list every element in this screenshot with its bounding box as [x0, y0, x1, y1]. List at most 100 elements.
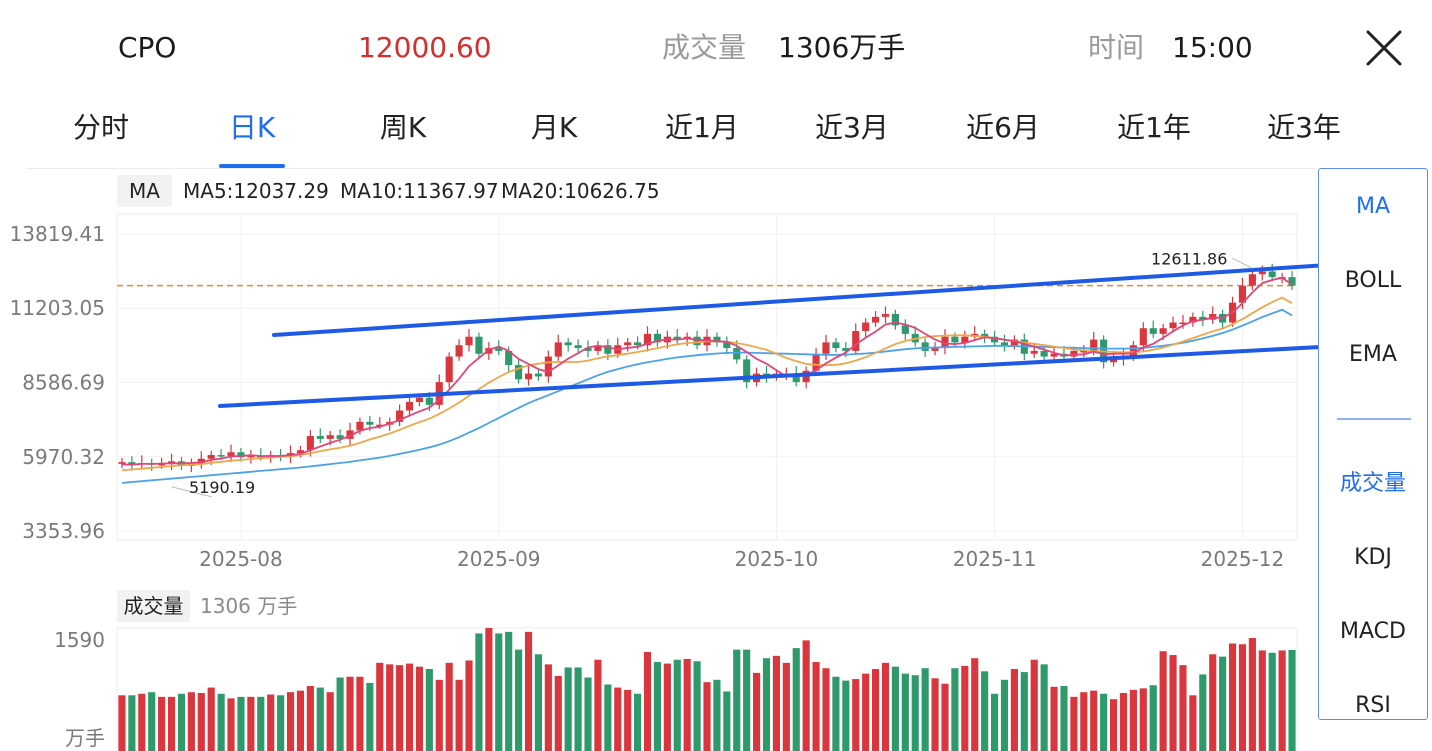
candle-body — [872, 316, 880, 323]
time-value: 15:00 — [1172, 31, 1253, 64]
candle-body — [862, 322, 870, 332]
high-value-label: 12611.86 — [1151, 249, 1227, 268]
volume-bar — [673, 659, 681, 751]
tab-month-k[interactable]: 月K — [530, 111, 578, 144]
volume-bar — [1199, 674, 1207, 751]
volume-bar — [951, 668, 959, 751]
close-icon — [1366, 30, 1402, 66]
ma10-legend: MA10:11367.97 — [340, 179, 499, 203]
candle-body — [554, 342, 562, 357]
volume-bar — [852, 679, 860, 751]
volume-bar — [961, 665, 969, 751]
volume-bar — [931, 678, 939, 751]
candle-body — [425, 397, 433, 405]
candle-body — [1268, 271, 1276, 278]
volume-badge: 成交量 — [117, 590, 190, 622]
volume-bar — [1100, 693, 1108, 751]
candle-body — [534, 373, 542, 377]
volume-bar — [584, 677, 592, 751]
candle-body — [217, 455, 225, 457]
candle-body — [376, 424, 384, 427]
volume-bar — [713, 679, 721, 751]
volume-bar — [1020, 672, 1028, 751]
volume-bar — [366, 682, 374, 751]
candle-body — [1179, 322, 1187, 325]
volume-bar — [1139, 688, 1147, 751]
candle-body — [524, 373, 533, 380]
candle-body — [1080, 350, 1088, 353]
candle-body — [961, 336, 969, 343]
volume-bar — [1258, 650, 1266, 751]
volume-value: 1306万手 — [778, 31, 906, 64]
indicator-rsi[interactable]: RSI — [1355, 693, 1391, 718]
tab-1-year[interactable]: 近1年 — [1117, 111, 1191, 144]
tab-minute[interactable]: 分时 — [72, 111, 130, 144]
volume-bar — [1288, 649, 1296, 751]
candle-body — [941, 336, 949, 349]
candle-body — [415, 397, 424, 402]
volume-bar — [1219, 656, 1227, 751]
volume-bar — [455, 679, 463, 751]
volume-bar — [723, 691, 731, 751]
candle-body — [1199, 316, 1207, 320]
volume-bar — [753, 672, 761, 751]
candle-body — [653, 333, 661, 343]
volume-bar — [663, 663, 671, 751]
volume-bar — [267, 694, 275, 751]
tab-6-month[interactable]: 近6月 — [966, 111, 1040, 144]
tab-3-month[interactable]: 近3月 — [815, 111, 889, 144]
candle-body — [1109, 359, 1118, 363]
indicator-boll[interactable]: BOLL — [1344, 268, 1402, 293]
volume-bar — [891, 666, 899, 751]
close-button[interactable] — [1364, 28, 1404, 68]
tab-week-k[interactable]: 周K — [379, 111, 427, 144]
volume-bar — [286, 692, 295, 751]
candle-body — [1248, 274, 1256, 286]
volume-bar — [505, 631, 513, 751]
indicator-kdj[interactable]: KDJ — [1354, 545, 1392, 570]
x-tick-label: 2025-11 — [953, 547, 1037, 571]
volume-bar — [495, 633, 503, 751]
indicator-volume[interactable]: 成交量 — [1339, 471, 1406, 496]
ma10-line — [121, 296, 1293, 471]
upper-trendline — [272, 263, 1318, 337]
candle-body — [445, 356, 453, 383]
candle-body — [495, 348, 503, 351]
volume-bar — [296, 690, 305, 751]
candle-body — [1189, 316, 1197, 323]
volume-bar — [802, 640, 810, 751]
indicator-macd[interactable]: MACD — [1340, 619, 1406, 644]
candle-body — [693, 336, 701, 346]
volume-bar — [148, 692, 156, 751]
volume-bar — [574, 667, 582, 751]
volume-bar — [118, 695, 126, 751]
kline-chart[interactable]: 13819.41 11203.05 8586.69 5970.32 3353.96 202… — [0, 0, 1318, 751]
volume-bar — [971, 658, 979, 751]
tab-1-month[interactable]: 近1月 — [665, 111, 739, 144]
candle-body — [366, 421, 374, 425]
volume-bar — [237, 696, 245, 751]
candle-body — [604, 345, 612, 354]
candle-body — [118, 462, 126, 464]
candle-body — [128, 462, 136, 465]
lower-trendline — [218, 345, 1318, 408]
period-tabs: 分时 日K 周K 月K 近1月 近3月 近6月 近1年 近3年 — [0, 106, 1432, 170]
candle-body — [237, 452, 245, 458]
candle-body — [921, 342, 929, 351]
volume-bar — [772, 655, 780, 751]
candle-body — [1238, 285, 1247, 303]
candle-body — [931, 348, 939, 351]
volume-bar — [812, 662, 820, 751]
indicator-ma[interactable]: MA — [1355, 194, 1391, 219]
volume-bar — [207, 687, 215, 751]
tab-day-k[interactable]: 日K — [228, 111, 276, 144]
volume-bar — [683, 658, 691, 751]
indicator-ema[interactable]: EMA — [1349, 342, 1397, 367]
tab-3-year[interactable]: 近3年 — [1267, 111, 1341, 144]
candle-body — [594, 345, 602, 351]
volume-bar — [941, 683, 949, 751]
volume-bar — [921, 668, 929, 751]
volume-bar — [515, 649, 523, 751]
volume-bar — [1248, 638, 1256, 751]
candle-body — [247, 455, 255, 458]
